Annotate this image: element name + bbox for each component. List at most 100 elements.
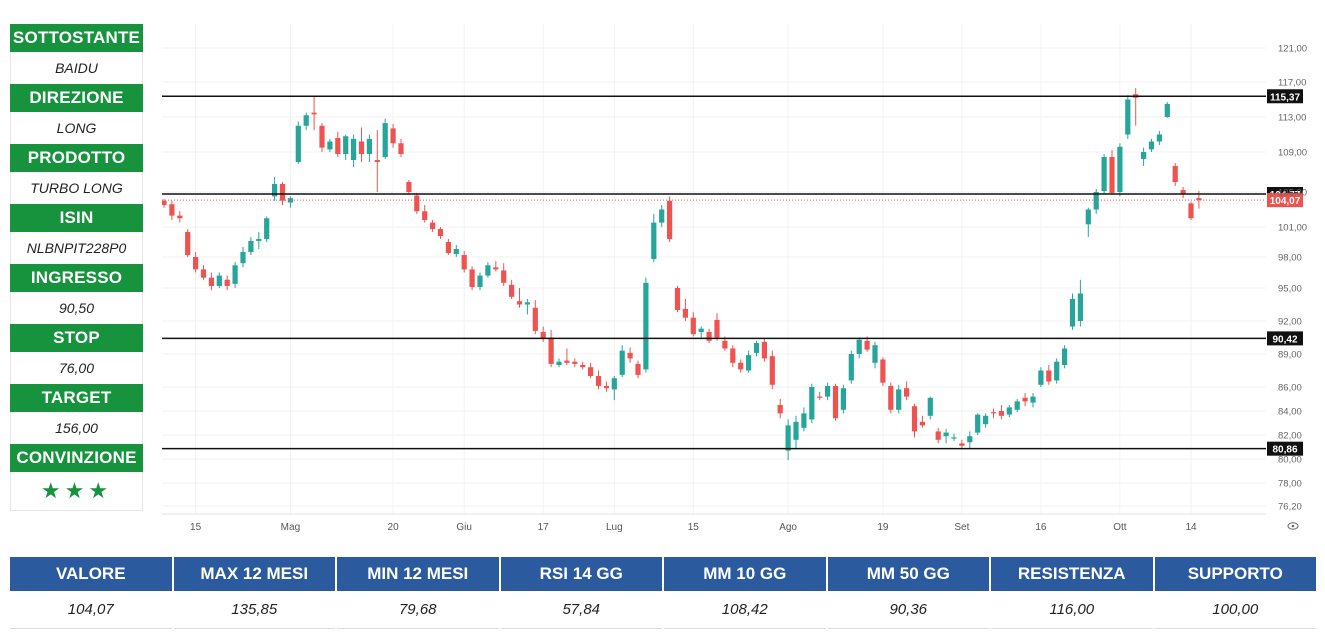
candle-body	[785, 425, 791, 451]
candle-body	[1038, 370, 1044, 385]
stat-column: RSI 14 GG 57,84	[500, 557, 662, 629]
candle-body	[801, 413, 807, 428]
candle-body	[595, 376, 602, 386]
candle-body	[390, 128, 396, 144]
candle-body	[311, 112, 317, 115]
level-badge	[1267, 89, 1303, 104]
candle-body	[1030, 396, 1036, 403]
stat-column: VALORE 104,07	[10, 557, 172, 629]
sidebar-value: TURBO LONG	[10, 172, 143, 204]
y-tick-label: 113,00	[1278, 113, 1306, 124]
candle-body	[1085, 209, 1091, 225]
sidebar-label: CONVINZIONE	[10, 444, 143, 472]
stat-value: 108,42	[664, 590, 826, 629]
candle-body	[761, 341, 767, 359]
candle-body	[430, 222, 436, 229]
candle-body	[232, 265, 238, 284]
candle-body	[730, 348, 736, 363]
sidebar-label: STOP	[10, 324, 143, 352]
candle-body	[1109, 157, 1115, 193]
stat-value: 90,36	[827, 590, 989, 629]
x-tick-label: Ago	[779, 522, 797, 533]
candle-body	[1069, 299, 1076, 327]
stat-label: MIN 12 MESI	[337, 557, 499, 591]
candle-body	[422, 211, 428, 220]
candle-body	[998, 411, 1004, 416]
candle-body	[1093, 192, 1099, 210]
candle-body	[832, 385, 839, 419]
level-label: 80,86	[1272, 445, 1297, 456]
candle-body	[177, 215, 183, 219]
candle-body	[469, 269, 475, 287]
x-tick-label: 14	[1185, 522, 1197, 533]
candle-body	[753, 343, 760, 353]
stat-column: MIN 12 MESI 79,68	[337, 557, 499, 629]
candle-body	[793, 421, 799, 440]
stat-column: MM 50 GG 90,36	[827, 557, 989, 629]
candle-body	[611, 378, 617, 390]
y-tick-label: 84,00	[1278, 407, 1302, 418]
info-sidebar: SOTTOSTANTE BAIDU DIREZIONE LONG PRODOTTO TUR…	[10, 24, 143, 511]
candle-body	[738, 362, 744, 370]
candle-body	[343, 136, 349, 154]
candle-body	[382, 123, 388, 157]
sidebar-label: DIREZIONE	[10, 84, 143, 112]
candle-body	[264, 218, 270, 239]
candle-body	[398, 143, 404, 154]
candle-body	[1172, 166, 1178, 182]
stat-value: 135,85	[173, 590, 335, 629]
candle-body	[501, 270, 507, 283]
x-tick-label: Lug	[606, 522, 623, 533]
candle-body	[406, 182, 412, 192]
candle-body	[1022, 397, 1028, 402]
candle-body	[185, 232, 191, 255]
candle-body	[580, 365, 586, 368]
candle-body	[1164, 103, 1170, 117]
x-tick-label: 17	[538, 522, 550, 533]
candle-body	[162, 200, 167, 206]
candle-body	[303, 115, 309, 126]
candle-body	[256, 239, 262, 241]
candle-body	[461, 255, 467, 270]
candle-body	[1188, 203, 1194, 219]
sidebar-label: SOTTOSTANTE	[10, 24, 143, 52]
sidebar-value: NLBNPIT228P0	[10, 232, 143, 264]
sidebar-label: TARGET	[10, 384, 143, 412]
candle-body	[943, 432, 949, 437]
x-tick-label: 20	[388, 522, 400, 533]
level-badge	[1267, 441, 1303, 456]
y-tick-label: 89,00	[1278, 350, 1302, 361]
stat-label: RSI 14 GG	[500, 557, 662, 591]
candle-body	[240, 252, 246, 264]
stat-value: 79,68	[337, 590, 499, 629]
candle-body	[509, 284, 515, 297]
x-tick-label: Ott	[1113, 522, 1127, 533]
candle-body	[619, 350, 625, 375]
candle-body	[659, 209, 665, 223]
candle-body	[524, 302, 530, 305]
candle-body	[279, 184, 286, 201]
candle-body	[809, 387, 815, 420]
candle-body	[706, 332, 712, 341]
candle-body	[564, 360, 570, 363]
stat-column: MAX 12 MESI 135,85	[173, 557, 335, 629]
candle-body	[1014, 401, 1020, 410]
candle-body	[856, 339, 862, 354]
candle-body	[208, 277, 214, 286]
y-tick-label: 82,00	[1278, 431, 1302, 442]
candle-body	[548, 337, 554, 364]
candle-body	[572, 361, 578, 364]
y-tick-label: 80,00	[1278, 455, 1302, 466]
y-tick-label: 117,00	[1278, 78, 1306, 89]
candle-body	[927, 397, 933, 416]
y-tick-label: 92,00	[1278, 317, 1302, 328]
sidebar-label: ISIN	[10, 204, 143, 232]
candle-body	[603, 385, 609, 389]
stat-label: MM 50 GG	[827, 557, 989, 591]
candle-body	[540, 332, 546, 339]
candle-body	[769, 356, 775, 385]
x-tick-label: 19	[877, 522, 889, 533]
candle-body	[327, 141, 333, 150]
candle-body	[453, 249, 459, 254]
candle-body	[951, 437, 957, 439]
